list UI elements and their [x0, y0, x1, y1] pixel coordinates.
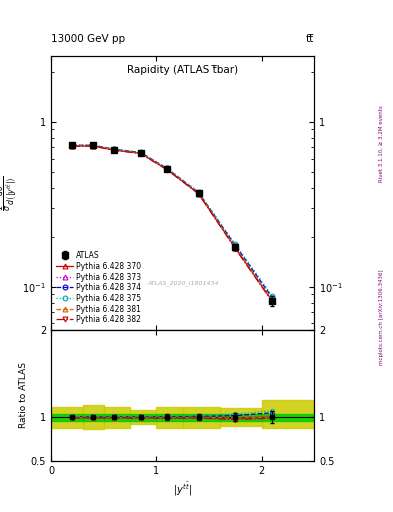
Line: Pythia 6.428 382: Pythia 6.428 382: [70, 144, 275, 304]
Pythia 6.428 381: [91, 143, 95, 149]
Text: mcplots.cern.ch [arXiv:1306.3436]: mcplots.cern.ch [arXiv:1306.3436]: [379, 270, 384, 365]
Pythia 6.428 375: [270, 293, 275, 299]
Pythia 6.428 381: [70, 143, 75, 149]
Pythia 6.428 370: [112, 147, 117, 153]
Pythia 6.428 375: [138, 149, 143, 155]
Pythia 6.428 374: [233, 243, 238, 249]
Pythia 6.428 382: [165, 166, 169, 173]
Pythia 6.428 370: [91, 143, 95, 149]
Pythia 6.428 382: [138, 151, 143, 157]
Pythia 6.428 382: [233, 246, 238, 252]
Pythia 6.428 381: [165, 166, 169, 173]
Pythia 6.428 374: [112, 146, 117, 153]
Pythia 6.428 382: [196, 191, 201, 197]
Line: Pythia 6.428 373: Pythia 6.428 373: [70, 143, 275, 303]
Pythia 6.428 382: [91, 143, 95, 149]
Pythia 6.428 374: [196, 189, 201, 196]
Pythia 6.428 375: [165, 165, 169, 171]
Pythia 6.428 370: [233, 245, 238, 251]
Text: tt̅: tt̅: [306, 33, 314, 44]
Pythia 6.428 374: [70, 142, 75, 148]
Pythia 6.428 374: [91, 142, 95, 148]
Pythia 6.428 375: [70, 142, 75, 148]
Pythia 6.428 381: [138, 150, 143, 156]
Pythia 6.428 370: [138, 150, 143, 156]
Pythia 6.428 375: [112, 146, 117, 152]
Pythia 6.428 382: [270, 299, 275, 305]
Pythia 6.428 375: [233, 241, 238, 247]
Pythia 6.428 373: [165, 166, 169, 172]
Pythia 6.428 375: [196, 189, 201, 195]
Y-axis label: Ratio to ATLAS: Ratio to ATLAS: [19, 362, 28, 428]
Line: Pythia 6.428 374: Pythia 6.428 374: [70, 143, 275, 300]
Legend: ATLAS, Pythia 6.428 370, Pythia 6.428 373, Pythia 6.428 374, Pythia 6.428 375, P: ATLAS, Pythia 6.428 370, Pythia 6.428 37…: [54, 249, 144, 327]
Pythia 6.428 374: [270, 294, 275, 301]
Line: Pythia 6.428 381: Pythia 6.428 381: [70, 143, 275, 304]
Pythia 6.428 382: [112, 147, 117, 154]
Pythia 6.428 381: [233, 245, 238, 251]
Pythia 6.428 370: [165, 166, 169, 173]
Pythia 6.428 370: [196, 190, 201, 197]
Text: 13000 GeV pp: 13000 GeV pp: [51, 33, 125, 44]
Pythia 6.428 373: [112, 146, 117, 153]
Line: Pythia 6.428 370: Pythia 6.428 370: [70, 143, 275, 304]
Pythia 6.428 381: [270, 298, 275, 304]
Y-axis label: $\frac{1}{\sigma}\frac{d\sigma}{d\left(|y^{t\bar{t}}|\right)}$: $\frac{1}{\sigma}\frac{d\sigma}{d\left(|…: [0, 175, 20, 210]
Text: Rivet 3.1.10, ≥ 3.2M events: Rivet 3.1.10, ≥ 3.2M events: [379, 105, 384, 182]
Pythia 6.428 374: [138, 150, 143, 156]
X-axis label: $|y^{t\bar{t}}|$: $|y^{t\bar{t}}|$: [173, 481, 192, 499]
Pythia 6.428 375: [91, 142, 95, 148]
Pythia 6.428 373: [196, 190, 201, 196]
Text: ATLAS_2020_I1801434: ATLAS_2020_I1801434: [147, 280, 219, 286]
Pythia 6.428 381: [196, 190, 201, 197]
Pythia 6.428 381: [112, 147, 117, 153]
Pythia 6.428 373: [270, 297, 275, 303]
Pythia 6.428 374: [165, 165, 169, 172]
Pythia 6.428 373: [91, 142, 95, 148]
Text: Rapidity (ATLAS t̅bar): Rapidity (ATLAS t̅bar): [127, 65, 238, 75]
Pythia 6.428 370: [70, 143, 75, 149]
Pythia 6.428 373: [233, 244, 238, 250]
Line: Pythia 6.428 375: Pythia 6.428 375: [70, 142, 275, 298]
Pythia 6.428 370: [270, 298, 275, 304]
Pythia 6.428 373: [70, 142, 75, 148]
Pythia 6.428 382: [70, 143, 75, 149]
Pythia 6.428 373: [138, 150, 143, 156]
